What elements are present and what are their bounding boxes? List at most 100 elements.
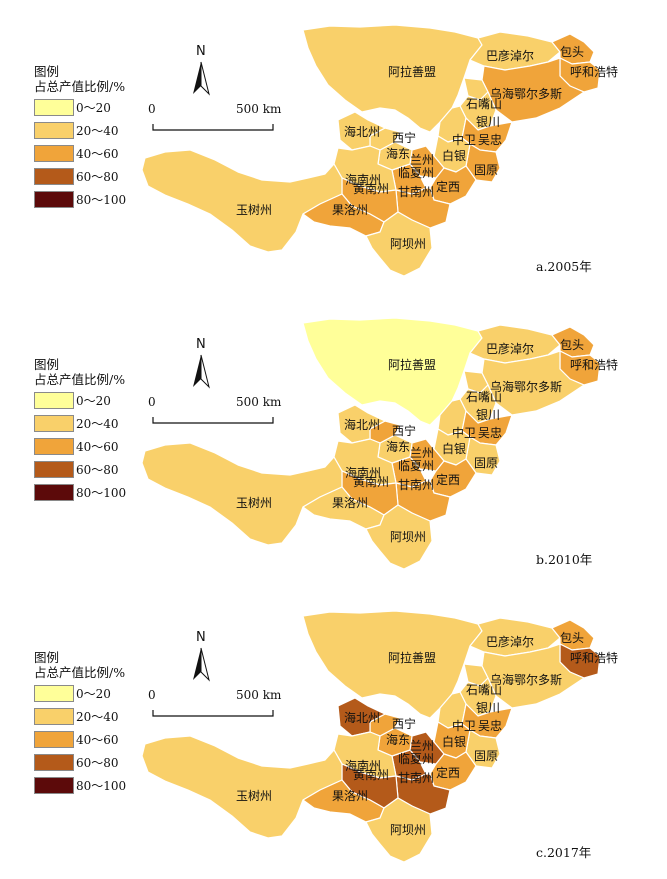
legend-subtitle: 占总产值比例/% <box>34 665 126 680</box>
region-label-gannan: 甘南州 <box>398 184 434 199</box>
scale-start-label: 0 <box>148 102 156 116</box>
legend-label: 80～100 <box>76 192 127 207</box>
legend-item: 20～40 <box>34 707 119 725</box>
legend-swatch <box>34 730 74 748</box>
region-label-ordos: 乌海鄂尔多斯 <box>490 379 562 394</box>
region-yushu <box>141 149 343 253</box>
region-label-baotou: 包头 <box>560 338 584 352</box>
legend-item: 20～40 <box>34 414 119 432</box>
region-label-dingxi: 定西 <box>436 472 460 487</box>
region-label-alxa: 阿拉善盟 <box>388 650 436 665</box>
legend-item: 0～20 <box>34 98 111 116</box>
region-label-bayannur: 巴彦淖尔 <box>486 341 534 356</box>
region-label-shizuishan: 石嘴山 <box>466 97 502 111</box>
region-label-alxa: 阿拉善盟 <box>388 64 436 79</box>
region-haibei <box>337 111 386 151</box>
legend-label: 60～80 <box>76 755 119 770</box>
legend-label: 0～20 <box>76 100 111 115</box>
region-label-hainan: 海南州 <box>345 172 381 187</box>
region-label-yinchuan: 银川 <box>476 115 500 129</box>
scale-bar <box>152 417 274 424</box>
legend-item: 40～60 <box>34 437 119 455</box>
region-label-xining: 西宁 <box>392 130 416 145</box>
legend-swatch <box>34 460 74 478</box>
legend-title: 图例 <box>34 357 60 372</box>
legend-label: 40～60 <box>76 439 119 454</box>
region-label-baiyin: 白银 <box>442 734 466 749</box>
region-label-guyuan: 固原 <box>474 749 498 763</box>
region-label-haidong: 海东 <box>386 439 410 454</box>
region-yushu <box>141 442 343 546</box>
legend-label: 60～80 <box>76 169 119 184</box>
region-label-guoluo: 果洛州 <box>332 202 368 217</box>
legend-swatch <box>34 190 74 208</box>
legend-title: 图例 <box>34 64 60 79</box>
region-label-yushu: 玉树州 <box>236 202 272 217</box>
legend-subtitle: 占总产值比例/% <box>34 79 126 94</box>
region-label-hohhot: 呼和浩特 <box>570 650 618 665</box>
region-label-huangnan: 黄南州 <box>353 767 389 782</box>
region-label-lanzhou: 兰州 <box>410 739 434 753</box>
region-label-shizuishan: 石嘴山 <box>466 683 502 697</box>
legend-item: 60～80 <box>34 753 119 771</box>
panel-caption: b.2010年 <box>536 552 593 567</box>
legend-label: 80～100 <box>76 778 127 793</box>
map-panel-2: 包头 呼和浩特 巴彦淖尔 阿拉善盟 乌海鄂尔多斯 石嘴山 银川 中卫 吴忠 海北州 西宁 海东 兰州 白银… <box>0 293 667 586</box>
region-label-linxia: 临夏州 <box>398 459 434 473</box>
legend-swatch <box>34 121 74 139</box>
region-label-hohhot: 呼和浩特 <box>570 64 618 79</box>
region-label-wuzhong: 吴忠 <box>478 719 502 733</box>
region-label-yinchuan: 银川 <box>476 701 500 715</box>
legend-item: 80～100 <box>34 483 126 501</box>
region-label-alxa: 阿拉善盟 <box>388 357 436 372</box>
scale-end-label: 500 km <box>236 688 282 702</box>
north-label: N <box>196 630 206 645</box>
north-arrow-icon <box>193 354 210 389</box>
region-label-baotou: 包头 <box>560 631 584 645</box>
legend-item: 80～100 <box>34 190 126 208</box>
region-label-zhongwei: 中卫 <box>452 132 476 147</box>
region-label-haibei: 海北州 <box>344 710 380 725</box>
legend-label: 20～40 <box>76 709 119 724</box>
legend-item: 80～100 <box>34 776 126 794</box>
map-panel-3: 包头 呼和浩特 巴彦淖尔 阿拉善盟 乌海鄂尔多斯 石嘴山 银川 中卫 吴忠 海北州 西宁 海东 兰州 白银… <box>0 586 667 879</box>
legend-item: 40～60 <box>34 144 119 162</box>
legend-swatch <box>34 167 74 185</box>
region-label-shizuishan: 石嘴山 <box>466 390 502 404</box>
region-label-dingxi: 定西 <box>436 765 460 780</box>
region-label-gannan: 甘南州 <box>398 477 434 492</box>
region-aba <box>365 797 433 863</box>
region-label-zhongwei: 中卫 <box>452 718 476 733</box>
legend-item: 60～80 <box>34 460 119 478</box>
region-label-hainan: 海南州 <box>345 758 381 773</box>
region-label-haidong: 海东 <box>386 146 410 161</box>
region-label-aba: 阿坝州 <box>390 237 426 251</box>
legend-swatch <box>34 684 74 702</box>
region-label-xining: 西宁 <box>392 423 416 438</box>
legend-item: 0～20 <box>34 391 111 409</box>
region-label-dingxi: 定西 <box>436 179 460 194</box>
region-label-wuzhong: 吴忠 <box>478 426 502 440</box>
region-label-zhongwei: 中卫 <box>452 425 476 440</box>
region-label-haibei: 海北州 <box>344 124 380 139</box>
scale-start-label: 0 <box>148 395 156 409</box>
region-aba <box>365 504 433 570</box>
region-haibei <box>337 697 386 737</box>
legend-label: 20～40 <box>76 123 119 138</box>
scale-end-label: 500 km <box>236 102 282 116</box>
region-label-wuzhong: 吴忠 <box>478 133 502 147</box>
north-arrow-icon <box>193 647 210 682</box>
legend-swatch <box>34 437 74 455</box>
region-label-bayannur: 巴彦淖尔 <box>486 634 534 649</box>
legend-swatch <box>34 483 74 501</box>
region-label-gannan: 甘南州 <box>398 770 434 785</box>
region-label-hainan: 海南州 <box>345 465 381 480</box>
legend-label: 60～80 <box>76 462 119 477</box>
region-label-huangnan: 黄南州 <box>353 474 389 489</box>
region-label-aba: 阿坝州 <box>390 530 426 544</box>
region-label-lanzhou: 兰州 <box>410 153 434 167</box>
legend-swatch <box>34 98 74 116</box>
scale-bar <box>152 124 274 131</box>
